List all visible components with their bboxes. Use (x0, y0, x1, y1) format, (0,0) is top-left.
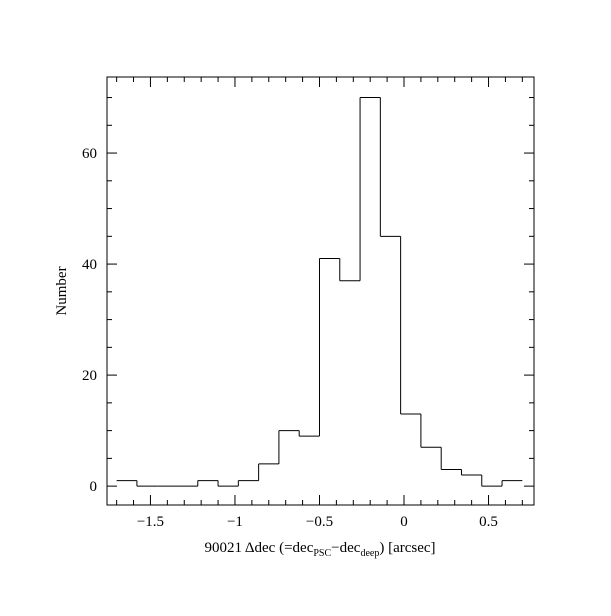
y-tick-label: 20 (82, 368, 97, 384)
y-tick-label: 0 (90, 479, 98, 495)
x-axis-label: 90021 Δdec (=decPSC−decdeep) [arcsec] (204, 540, 435, 559)
plot-frame (106, 76, 535, 506)
y-tick-label: 60 (82, 146, 97, 162)
x-tick-label: −1.5 (137, 514, 164, 530)
y-tick-label: 40 (82, 257, 97, 273)
x-tick-label: 0.5 (479, 514, 498, 530)
x-axis-label-part: deep (360, 548, 379, 559)
x-axis-label-part: ) [arcsec] (379, 540, 435, 556)
x-tick-label: −1 (227, 514, 243, 530)
x-axis-label-part: PSC (313, 548, 331, 559)
x-tick-label: −0.5 (306, 514, 333, 530)
x-tick-label: 0 (400, 514, 408, 530)
x-axis-label-part: −dec (331, 540, 361, 556)
y-axis-label: Number (54, 266, 70, 315)
x-axis-label-part: 90021 Δdec (=dec (204, 540, 313, 556)
